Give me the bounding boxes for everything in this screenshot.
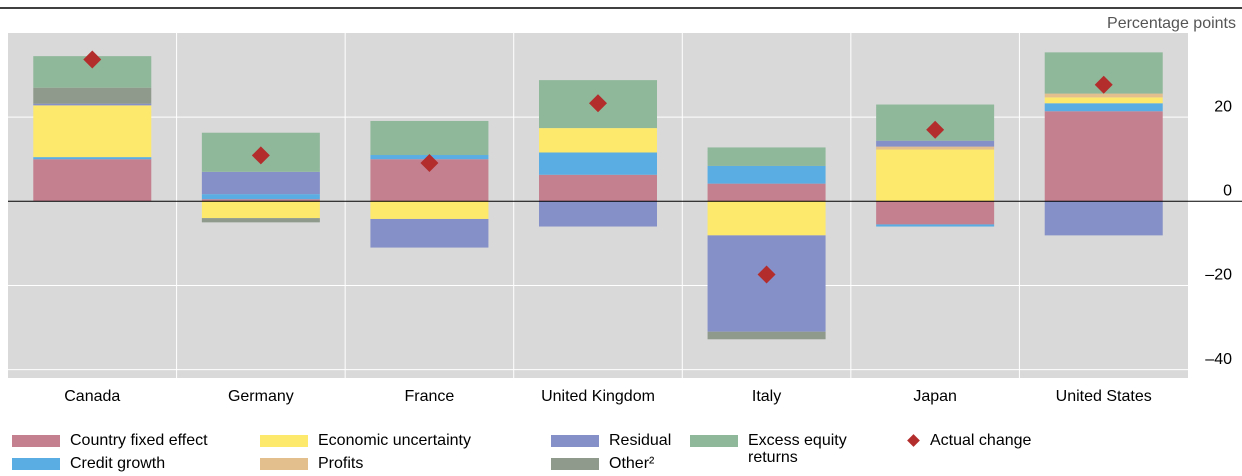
legend-swatch	[551, 435, 599, 447]
bar-segment	[539, 201, 657, 227]
bar-segment	[707, 201, 826, 236]
actual-marker	[251, 146, 270, 165]
y-tick-label: 20	[1214, 98, 1232, 115]
x-tick-label: France	[405, 388, 455, 405]
bar-segment	[201, 218, 320, 223]
actual-marker	[420, 154, 439, 173]
axis-label: Percentage points	[1107, 15, 1236, 32]
actual-marker	[757, 265, 776, 284]
bar-segment	[1044, 97, 1163, 104]
y-tick-label: –20	[1205, 267, 1232, 284]
actual-marker	[926, 120, 945, 139]
bar-segment	[876, 201, 995, 225]
legend-item: Profits	[260, 455, 363, 472]
x-tick-label: United States	[1056, 388, 1152, 405]
legend-swatch	[12, 435, 60, 447]
y-tick-label: –40	[1205, 351, 1232, 368]
actual-marker	[1094, 75, 1113, 94]
x-tick-label: Japan	[913, 388, 957, 405]
legend-item: Residual	[551, 432, 671, 449]
bar-segment	[876, 140, 995, 147]
legend-swatch	[260, 435, 308, 447]
bar-segment	[876, 224, 995, 227]
legend-swatch	[12, 458, 60, 470]
legend-label: Economic uncertainty	[318, 432, 471, 449]
bar-segment	[1044, 111, 1163, 202]
legend-label: Other²	[609, 455, 655, 472]
legend-item: Excess equity returns	[690, 432, 888, 466]
bar-segment	[1044, 201, 1163, 236]
bar-segment	[707, 165, 826, 184]
x-tick-label: Germany	[228, 388, 294, 405]
legend-swatch	[551, 458, 599, 470]
bar-segment	[201, 171, 320, 195]
bar-segment	[33, 103, 152, 106]
x-tick-label: Italy	[752, 388, 781, 405]
bar-segment	[539, 152, 657, 175]
bar-segment	[201, 194, 320, 200]
bar-segment	[876, 149, 995, 202]
legend-swatch	[260, 458, 308, 470]
legend-item: Other²	[551, 455, 654, 472]
legend-label: Credit growth	[70, 455, 166, 472]
bar-segment	[370, 120, 489, 156]
legend-label: Residual	[609, 432, 672, 449]
bar-segment	[33, 105, 152, 158]
bar-segment	[33, 157, 152, 160]
bar-segment	[707, 331, 826, 340]
legend-label: Country fixed effect	[70, 432, 208, 449]
bar-segment	[1044, 93, 1163, 98]
bar-segment	[707, 235, 826, 332]
bar-segment	[370, 201, 489, 219]
legend-item: Country fixed effect	[12, 432, 208, 449]
bar-segment	[33, 87, 152, 104]
legend-label: Actual change	[930, 432, 1032, 449]
bar-segment	[539, 128, 657, 153]
actual-marker	[83, 50, 102, 69]
bar-segment	[707, 147, 826, 166]
legend-item: Actual change	[905, 432, 1031, 449]
y-tick-label: 0	[1223, 183, 1232, 200]
x-tick-label: United Kingdom	[541, 388, 655, 405]
bar-segment	[707, 183, 826, 202]
legend-label: Profits	[318, 455, 364, 472]
bar-segment	[539, 174, 657, 202]
bar-segment	[201, 201, 320, 219]
legend-swatch	[907, 434, 920, 447]
legend-item: Economic uncertainty	[260, 432, 471, 449]
actual-marker	[589, 94, 607, 113]
x-tick-label: Canada	[64, 388, 120, 405]
bar-segment	[370, 218, 489, 248]
legend-swatch	[690, 435, 738, 447]
legend-item: Credit growth	[12, 455, 165, 472]
legend-label: Excess equity returns	[748, 432, 847, 466]
bar-segment	[1044, 103, 1163, 112]
bar-segment	[33, 159, 152, 202]
bar-segment	[876, 146, 995, 150]
bar-segment	[201, 199, 320, 202]
